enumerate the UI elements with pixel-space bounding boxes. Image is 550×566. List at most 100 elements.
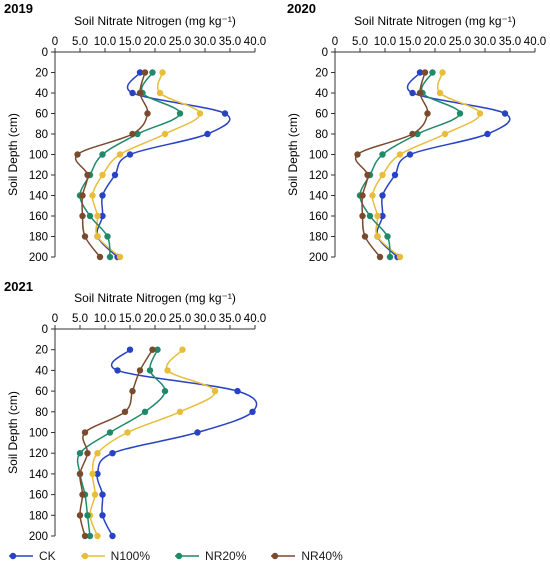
data-point-nr40pct [364,171,371,179]
data-point-nr40pct [136,89,144,97]
legend-item: NR40% [270,549,343,563]
data-point-nr20pct [104,233,111,240]
data-point-ck [501,110,509,117]
x-tick-label: 40.0 [244,36,266,48]
data-point-nr40pct [96,253,104,261]
x-axis-title: Soil Nitrate Nitrogen (mg kg⁻¹) [354,14,516,28]
y-tick-label: 200 [29,531,48,543]
data-point-nr40pct [424,110,431,117]
y-tick-label: 20 [35,345,48,357]
y-tick-label: 120 [29,170,48,182]
y-tick-label: 180 [29,232,48,244]
y-tick-label: 100 [309,150,328,162]
y-tick-label: 20 [315,68,328,80]
panel-label: 2019 [4,1,33,16]
data-point-n100pct [94,450,101,457]
data-point-n100pct [476,110,484,117]
data-point-nr20pct [161,387,169,395]
panel-label: 2020 [287,1,316,16]
data-point-n100pct [436,89,444,97]
legend-item: CK [8,549,56,563]
y-tick-label: 0 [42,47,48,59]
data-point-nr40pct [421,69,429,76]
data-point-nr20pct [154,346,161,353]
data-point-n100pct [94,212,101,220]
data-point-ck [234,387,241,395]
legend-label: NR20% [205,549,247,563]
legend-item: NR20% [174,549,246,563]
data-point-ck [99,212,106,220]
data-point-nr40pct [84,171,91,179]
data-point-n100pct [374,233,381,240]
y-tick-label: 60 [35,386,48,398]
x-tick-label: 10.0 [374,36,396,48]
x-tick-label: 35.0 [499,36,521,48]
x-tick-label: 10.0 [94,36,116,48]
x-tick-label: 15.0 [399,36,421,48]
data-point-n100pct [94,233,101,240]
panel-label: 2021 [4,279,33,294]
data-point-ck [109,450,116,457]
y-tick-label: 160 [29,211,48,223]
data-point-nr20pct [99,151,106,158]
data-point-ck [416,69,424,76]
data-point-n100pct [196,110,204,117]
data-point-nr40pct [76,512,84,519]
y-tick-label: 200 [309,252,328,264]
data-point-n100pct [374,212,381,220]
y-tick-label: 100 [29,428,48,440]
y-tick-label: 60 [315,109,328,121]
x-axis-title: Soil Nitrate Nitrogen (mg kg⁻¹) [74,14,236,28]
data-point-nr20pct [176,110,184,117]
data-point-ck [114,367,121,374]
x-tick-label: 35.0 [219,36,241,48]
data-point-nr40pct [79,491,86,498]
data-point-n100pct [116,151,124,158]
data-point-n100pct [89,192,96,199]
legend-swatch-icon [80,552,105,560]
x-tick-label: 25.0 [169,36,191,48]
data-point-n100pct [156,89,164,97]
data-point-ck [409,89,416,97]
data-point-nr40pct [359,192,366,199]
y-tick-label: 180 [29,510,48,522]
data-point-nr40pct [416,89,424,97]
data-point-ck [379,212,386,220]
x-tick-label: 5.0 [72,36,88,48]
data-point-nr40pct [141,69,149,76]
data-point-nr20pct [141,408,149,415]
data-point-ck [111,171,119,179]
series-line-nr20pct [76,349,166,537]
data-point-ck [129,89,136,97]
data-point-n100pct [176,408,184,415]
x-tick-label: 5.0 [352,36,368,48]
y-axis-title: Soil Depth (cm) [6,113,20,196]
x-tick-label: 15.0 [119,313,141,325]
y-axis-title: Soil Depth (cm) [286,113,300,196]
series-line-nr20pct [359,72,461,258]
data-point-ck [194,429,201,436]
data-point-nr20pct [84,512,91,519]
data-point-nr20pct [366,212,374,220]
x-tick-label: 20.0 [144,36,166,48]
data-point-n100pct [124,429,131,436]
data-point-n100pct [159,69,166,76]
y-tick-label: 200 [29,252,48,264]
data-point-ck [99,491,106,498]
data-point-nr20pct [86,532,94,540]
data-point-n100pct [441,130,449,138]
data-point-nr40pct [359,212,366,220]
y-tick-label: 180 [309,232,328,244]
data-point-nr40pct [81,429,89,436]
series-line-nr40pct [74,72,149,258]
y-tick-label: 100 [29,150,48,162]
legend-swatch-icon [175,552,200,560]
data-point-n100pct [89,470,96,478]
x-tick-label: 0 [332,36,338,48]
legend-label: CK [39,549,56,563]
data-point-nr40pct [144,110,151,117]
x-tick-label: 15.0 [119,36,141,48]
data-point-n100pct [396,151,404,158]
data-point-n100pct [116,253,124,261]
